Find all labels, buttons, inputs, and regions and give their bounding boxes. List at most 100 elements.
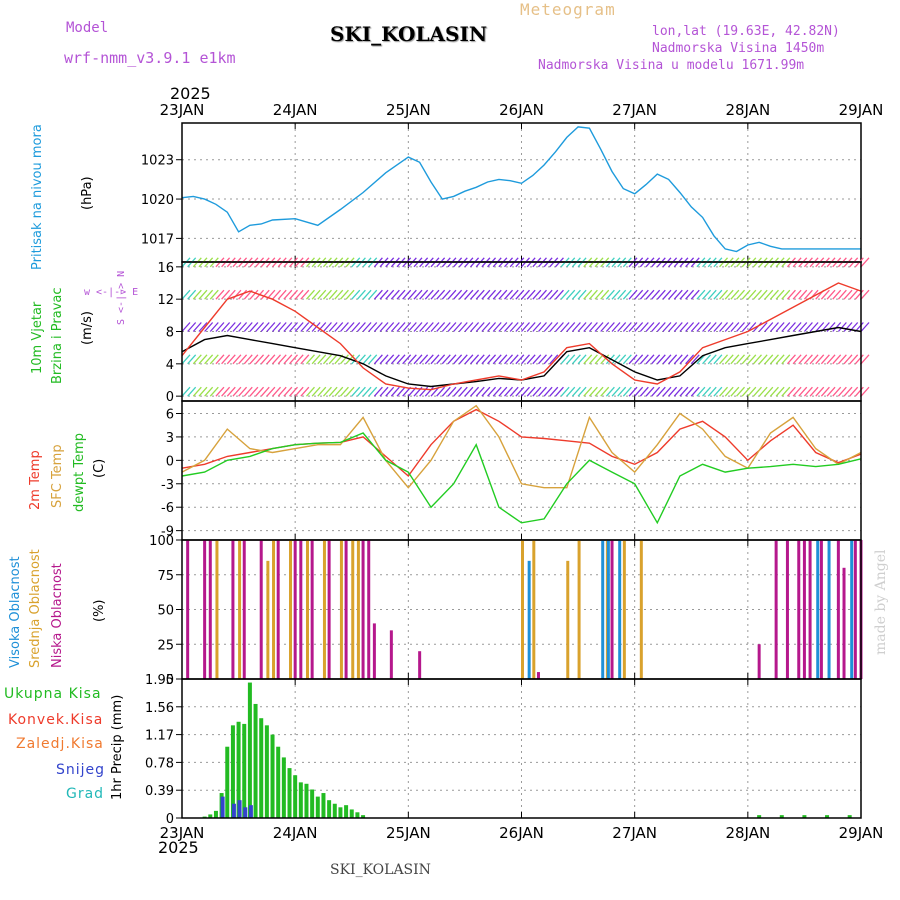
wind-barb [594, 289, 604, 300]
wind-barb [532, 354, 542, 365]
legend-konvek: Konvek.Kisa [8, 712, 104, 728]
wind-barb [600, 386, 610, 397]
wind-barb [662, 354, 672, 365]
wind-barb [424, 289, 434, 300]
wind-barb [362, 386, 372, 397]
cloud-bar [208, 540, 212, 679]
wind-barb [255, 354, 265, 365]
wind-barb [385, 386, 395, 397]
wind-barb [798, 386, 808, 397]
wind-barb [634, 322, 644, 332]
wind-barb [385, 322, 395, 332]
wind-barb [492, 289, 502, 300]
wind-barb [668, 289, 678, 300]
cloud-bar [521, 540, 524, 679]
wind-barb [707, 289, 717, 300]
wind-barb [617, 386, 627, 397]
wind-barb [498, 289, 508, 300]
cloud-bar [601, 540, 605, 679]
wind-barb [255, 322, 265, 332]
wind-barb [453, 386, 463, 397]
wind-barb [560, 289, 570, 300]
wind-barb [458, 354, 468, 365]
wind-barb [407, 322, 417, 332]
wind-barb [390, 386, 400, 397]
wind-barb [832, 354, 842, 365]
cloud-bar [536, 672, 540, 679]
wind-barb [854, 354, 864, 365]
cloud-bar [785, 540, 789, 679]
wind-barb [662, 289, 672, 300]
wind-barb [447, 354, 457, 365]
wind-barb [204, 354, 214, 365]
wind-barb [249, 386, 259, 397]
wind-barb [232, 354, 242, 365]
wind-barb [277, 354, 287, 365]
wind-barb [351, 386, 361, 397]
wind-barb [532, 322, 542, 332]
cloud-bar [372, 623, 376, 679]
wind-barb [753, 386, 762, 397]
wind-barb [628, 354, 638, 365]
wind-barb [741, 289, 751, 300]
wind-barb [854, 322, 864, 332]
wind-barb [232, 386, 242, 397]
wind-barb [673, 289, 683, 300]
wind-barb [679, 322, 689, 332]
wind-barb [249, 354, 259, 365]
precip-bar [208, 814, 213, 818]
cloud-bar [299, 540, 303, 679]
wind-barb [209, 354, 219, 365]
wind-barb [487, 289, 497, 300]
precip-bar [293, 775, 298, 818]
wind-barb [736, 289, 746, 300]
wind-barb [769, 322, 779, 332]
wind-barb [707, 386, 717, 397]
wind-barb [843, 322, 853, 332]
wind-barb [849, 386, 859, 397]
legend-zaledj: Zaledj.Kisa [16, 736, 104, 752]
wind-barb [809, 322, 819, 332]
wind-barb [521, 322, 530, 332]
wind-barb [747, 386, 757, 397]
wind-barb [730, 386, 740, 397]
wind-barb [396, 322, 406, 332]
precip-bar [236, 721, 241, 818]
wind-barb [187, 322, 197, 332]
wind-barb [832, 322, 842, 332]
wind-barb [656, 386, 666, 397]
cloud-bar [622, 540, 626, 679]
wind-barb [583, 386, 593, 397]
wind-barb [272, 354, 282, 365]
wind-barb [764, 322, 774, 332]
wind-barb [272, 386, 282, 397]
wind-barb [651, 386, 661, 397]
wind-barb [294, 386, 304, 397]
wind-barb [707, 322, 717, 332]
wind-barb [226, 289, 236, 300]
wind-barb [272, 289, 282, 300]
wind-barb [690, 322, 700, 332]
wind-barb [498, 322, 508, 332]
precip-bar [321, 793, 326, 818]
y-tick-label: 0 [166, 673, 174, 688]
wind-barb [832, 386, 842, 397]
cloud-bar [816, 540, 820, 679]
wind-barb [464, 322, 474, 332]
wind-barb [413, 289, 423, 300]
wind-barb [373, 289, 383, 300]
wind-barb [317, 386, 327, 397]
wind-barb [577, 354, 587, 365]
cloud-bar [266, 560, 270, 679]
temp-series-line [181, 432, 862, 525]
wind-barb [526, 354, 536, 365]
wind-barb [849, 354, 859, 365]
wind-barb [645, 354, 655, 365]
wind-barb [232, 322, 242, 332]
cloud-bar [272, 540, 276, 679]
wind-barb [719, 354, 729, 365]
cloud-bar [842, 567, 846, 679]
legend-grad: Grad [66, 786, 105, 802]
wind-barb [283, 322, 293, 332]
precip-bar [276, 746, 281, 818]
